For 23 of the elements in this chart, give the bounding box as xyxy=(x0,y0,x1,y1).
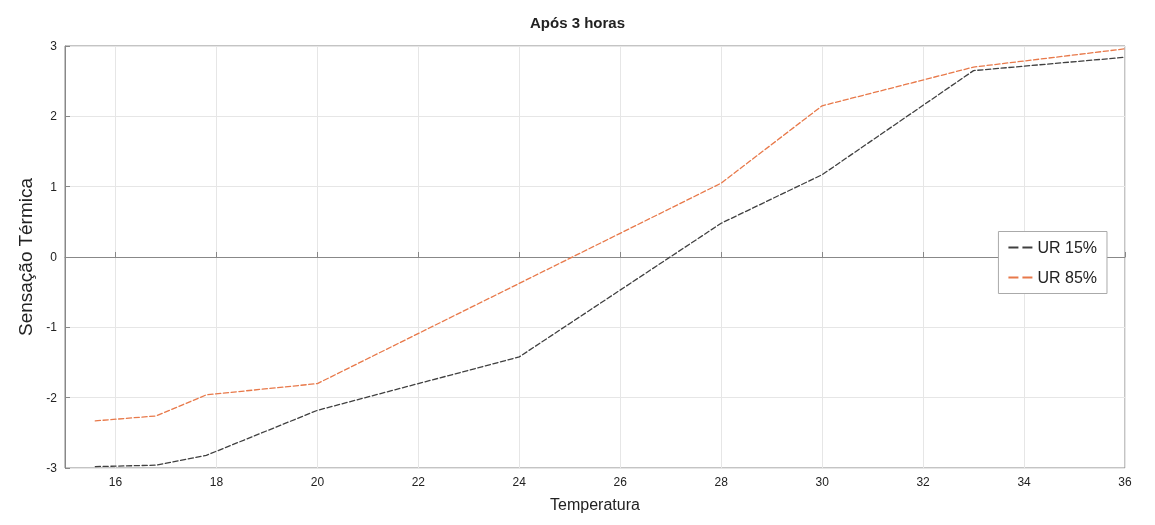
y-tick-label: -1 xyxy=(46,320,58,335)
x-tick-label: 32 xyxy=(916,475,931,489)
y-tick-label: -2 xyxy=(46,390,58,405)
legend-label: UR 85% xyxy=(1037,269,1097,286)
x-tick-label: 18 xyxy=(209,475,224,489)
y-tick-label: -3 xyxy=(46,461,58,475)
x-tick-label: 20 xyxy=(310,475,325,489)
x-axis-title: Temperatura xyxy=(550,495,641,513)
y-axis-title: Sensação Térmica xyxy=(15,177,36,337)
x-tick-label: 34 xyxy=(1017,475,1032,489)
y-tick-label: 1 xyxy=(50,179,58,194)
x-tick-label: 22 xyxy=(411,475,426,489)
x-tick-label: 30 xyxy=(815,475,830,489)
x-tick-label: 24 xyxy=(512,475,527,489)
x-tick-label: 16 xyxy=(108,475,123,489)
x-tick-label: 28 xyxy=(714,475,729,489)
y-tick-label: 0 xyxy=(50,250,58,264)
legend-label: UR 15% xyxy=(1037,239,1097,256)
y-tick-label: 2 xyxy=(50,109,58,124)
chart-title: Após 3 horas xyxy=(529,14,626,31)
x-tick-label: 36 xyxy=(1118,475,1132,489)
x-tick-label: 26 xyxy=(613,475,628,489)
y-tick-label: 3 xyxy=(50,39,58,53)
